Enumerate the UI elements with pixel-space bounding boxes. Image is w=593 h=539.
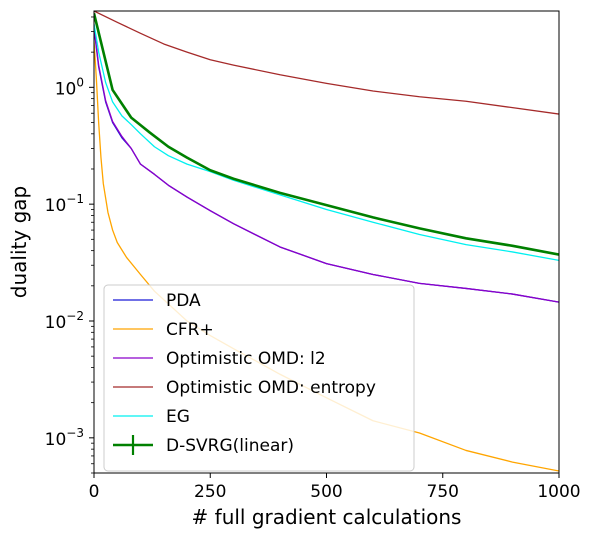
series-layer <box>94 11 559 472</box>
x-tick-label-3: 500 <box>310 482 342 502</box>
x-tick-label-2: 250 <box>194 482 226 502</box>
legend-item-4: Optimistic OMD: entropy <box>113 378 376 398</box>
x-axis-label: # full gradient calculations <box>192 505 462 529</box>
legend-label-6: D-SVRG(linear) <box>166 436 294 456</box>
legend-item-2: CFR+ <box>113 320 214 340</box>
y-tick-label-1: 100 <box>55 75 84 99</box>
x-tick-label-1: 0 <box>89 482 100 502</box>
legend-item-6: D-SVRG(linear) <box>113 435 294 456</box>
x-tick-label-4: 750 <box>427 482 459 502</box>
y-axis-label: duality gap <box>7 186 31 298</box>
legend-item-5: EG <box>113 407 190 427</box>
legend-label-4: Optimistic OMD: entropy <box>166 378 376 398</box>
legend-item-3: Optimistic OMD: l2 <box>113 349 326 369</box>
series-line-4 <box>94 11 559 115</box>
y-tick-label-3: 10−2 <box>45 309 84 333</box>
series-line-5 <box>94 23 559 262</box>
legend: PDA CFR+ Optimistic OMD: l2 Optimistic OMD:… <box>103 284 415 472</box>
legend-item-1: PDA <box>113 291 201 311</box>
legend-label-5: EG <box>166 407 190 427</box>
legend-label-3: Optimistic OMD: l2 <box>166 349 326 369</box>
series-line-6 <box>94 13 559 256</box>
y-axis-ticks: 100 10−1 10−2 10−3 <box>45 16 94 474</box>
y-tick-label-2: 10−1 <box>45 192 84 216</box>
x-axis-ticks: 0 250 500 750 1000 <box>89 473 581 502</box>
series-line-1 <box>94 28 559 303</box>
legend-label-2: CFR+ <box>166 320 214 340</box>
legend-label-1: PDA <box>166 291 201 311</box>
series-line-3 <box>94 26 559 303</box>
legend-box <box>103 284 415 472</box>
y-tick-label-4: 10−3 <box>45 426 84 450</box>
x-tick-label-5: 1000 <box>537 482 580 502</box>
